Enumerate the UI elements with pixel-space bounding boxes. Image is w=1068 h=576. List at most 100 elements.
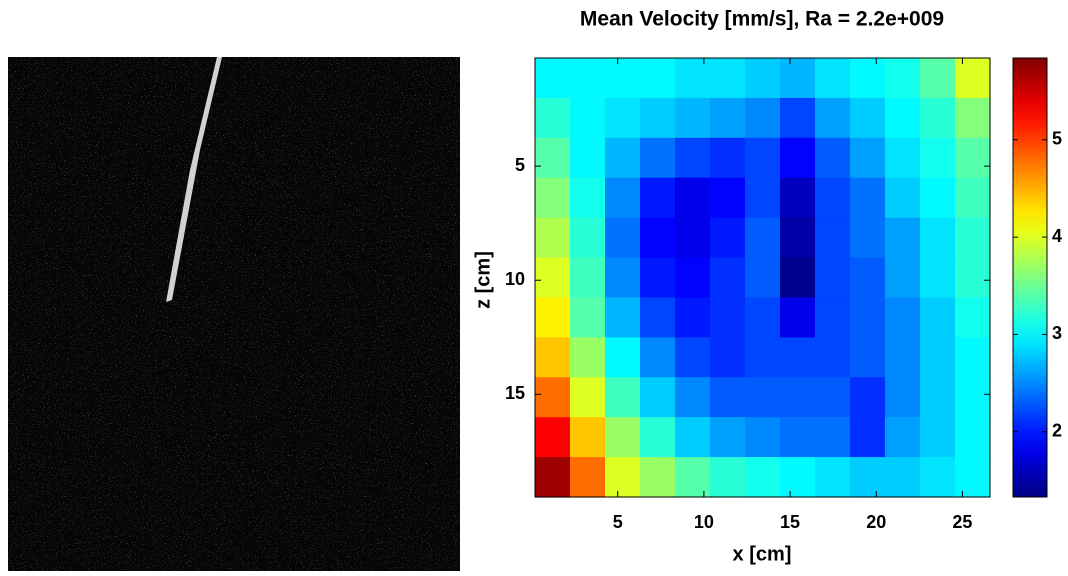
heatmap-cell <box>955 97 991 139</box>
heatmap-cell <box>920 417 956 458</box>
heatmap-cell <box>605 457 641 498</box>
heatmap-cell <box>535 217 571 259</box>
heatmap-cell <box>850 97 886 139</box>
heatmap-cell <box>885 97 921 139</box>
heatmap-cell <box>850 457 886 498</box>
heatmap-cell <box>535 337 571 378</box>
heatmap-cell <box>850 297 886 338</box>
x-tick-label: 20 <box>866 512 886 532</box>
heatmap-cell <box>710 297 746 338</box>
heatmap-cell <box>710 417 746 458</box>
heatmap-cell <box>815 217 851 259</box>
heatmap-cell <box>675 417 711 458</box>
heatmap-cell <box>815 177 851 219</box>
axes: 5 10 15 20 25 5 10 15 2 3 4 5 <box>505 57 1062 532</box>
heatmap-cell <box>850 177 886 219</box>
heatmap-cell <box>780 377 816 418</box>
heatmap-cell <box>850 377 886 418</box>
heatmap-cell <box>570 97 606 139</box>
heatmap-cell <box>885 177 921 219</box>
y-tick-label: 10 <box>505 269 525 289</box>
heatmap-cell <box>605 217 641 259</box>
heatmap-cell <box>920 58 956 99</box>
heatmap-cell <box>675 297 711 338</box>
heatmap-cell <box>885 297 921 338</box>
colorbar-tick-label: 3 <box>1052 323 1062 343</box>
heatmap-cell <box>535 457 571 498</box>
heatmap-cell <box>885 58 921 99</box>
heatmap-cell <box>815 137 851 179</box>
heatmap-cell <box>535 377 571 418</box>
heatmap-cell <box>815 297 851 338</box>
heatmap-cell <box>605 97 641 139</box>
colorbar-tick-label: 5 <box>1052 129 1062 149</box>
heatmap-cell <box>535 297 571 338</box>
heatmap-cell <box>920 377 956 418</box>
heatmap-cell <box>570 297 606 338</box>
heatmap-cell <box>535 417 571 458</box>
heatmap-cell <box>745 457 781 498</box>
heatmap-cell <box>640 217 676 259</box>
heatmap-cell <box>675 377 711 418</box>
heatmap-cell <box>885 457 921 498</box>
heatmap-cell <box>745 137 781 179</box>
x-tick-label: 5 <box>613 512 623 532</box>
heatmap-cell <box>675 217 711 259</box>
heatmap-cell <box>640 457 676 498</box>
heatmap-cell <box>675 177 711 219</box>
heatmap-cell <box>640 177 676 219</box>
heatmap-cell <box>710 137 746 179</box>
colorbar-tick-label: 4 <box>1052 226 1062 246</box>
heatmap-cell <box>815 337 851 378</box>
heatmap-cell <box>955 58 991 99</box>
heatmap-cell <box>920 297 956 338</box>
heatmap-cell <box>640 337 676 378</box>
x-axis-label: x [cm] <box>733 543 792 565</box>
heatmap-cell <box>710 177 746 219</box>
heatmap-cell <box>920 217 956 259</box>
heatmap-cell <box>535 137 571 179</box>
x-tick-label: 10 <box>694 512 714 532</box>
photo-particles <box>8 57 460 571</box>
heatmap-cell <box>850 217 886 259</box>
heatmap-cell <box>955 297 991 338</box>
y-tick-label: 15 <box>505 383 525 403</box>
colorbar <box>1012 57 1048 498</box>
heatmap-cell <box>955 417 991 458</box>
heatmap-cell <box>535 97 571 139</box>
x-tick-label: 25 <box>952 512 972 532</box>
heatmap-cell <box>780 58 816 99</box>
heatmap-cell <box>920 457 956 498</box>
heatmap-cell <box>955 337 991 378</box>
heatmap-cell <box>780 177 816 219</box>
heatmap <box>535 58 991 498</box>
heatmap-cell <box>920 137 956 179</box>
photo-streak <box>166 57 222 302</box>
heatmap-cell <box>570 457 606 498</box>
colorbar-tick-label: 2 <box>1052 421 1062 441</box>
heatmap-cell <box>815 257 851 299</box>
heatmap-cell <box>675 58 711 99</box>
heatmap-cell <box>605 137 641 179</box>
heatmap-cell <box>745 377 781 418</box>
heatmap-cell <box>780 297 816 338</box>
heatmap-cell <box>745 257 781 299</box>
heatmap-cell <box>920 337 956 378</box>
heatmap-cell <box>640 137 676 179</box>
heatmap-cell <box>570 377 606 418</box>
heatmap-cell <box>850 417 886 458</box>
heatmap-cell <box>605 297 641 338</box>
heatmap-cell <box>605 58 641 99</box>
heatmap-cell <box>885 337 921 378</box>
heatmap-cell <box>640 97 676 139</box>
heatmap-cell <box>745 337 781 378</box>
heatmap-cell <box>570 417 606 458</box>
heatmap-cell <box>815 417 851 458</box>
heatmap-cell <box>570 257 606 299</box>
heatmap-cell <box>780 137 816 179</box>
heatmap-cell <box>710 257 746 299</box>
heatmap-cell <box>535 177 571 219</box>
heatmap-cell <box>710 217 746 259</box>
